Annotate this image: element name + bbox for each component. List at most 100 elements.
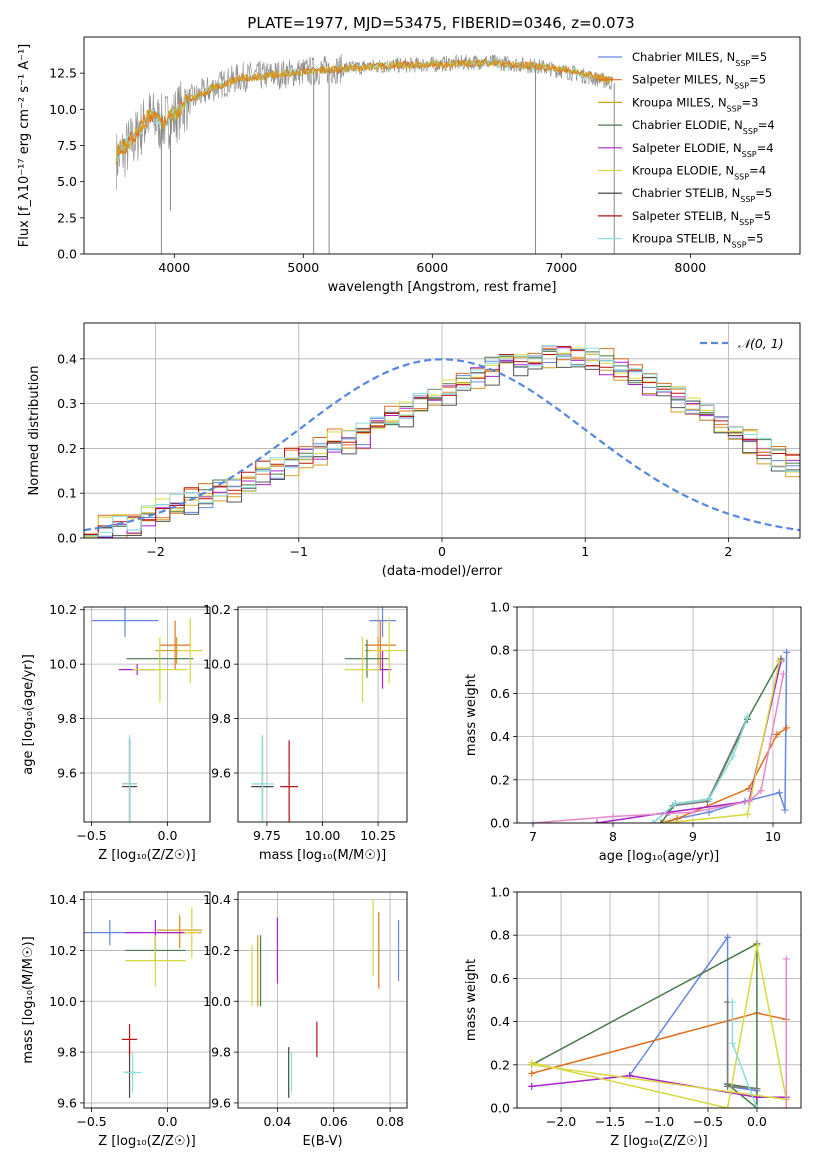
y-axis-label: age [log₁₀(age/yr)]: [21, 654, 36, 775]
y-tick-label: 2.5: [57, 210, 77, 225]
x-tick-label: −1.5: [595, 1114, 625, 1129]
x-tick-label: 0: [438, 544, 446, 559]
mass-vs-Z-frame: [83, 891, 211, 1109]
spectrum-frame: [83, 36, 801, 255]
spectrum-axes: 4000 5000 6000 7000 8000 0.0 2.5 5.0 7.5 10.0 12.5…: [17, 44, 706, 295]
x-tick-label: −2: [146, 544, 164, 559]
spectrum-legend: Chabrier MILES, NSSP=5 Salpeter MILES, NS…: [598, 50, 775, 249]
age-vs-mass-points: [251, 607, 407, 822]
y-tick-label: 9.6: [57, 766, 77, 781]
x-tick-label: 8: [609, 829, 617, 844]
mass-weight-marker: [775, 789, 783, 797]
y-tick-label: 0.4: [490, 729, 510, 744]
x-axis-label: wavelength [Angstrom, rest frame]: [328, 280, 557, 295]
x-tick-label: 0.04: [264, 1114, 292, 1129]
mass-weight-marker: [743, 810, 751, 818]
x-tick-label: 0.0: [158, 828, 178, 843]
y-tick-label: 9.6: [211, 1095, 231, 1110]
age-vs-mass-axes: 9.75 10.00 10.25 9.6 9.8 10.0 10.2 mass [log₁₀(…: [203, 602, 407, 863]
mass-weight-marker: [729, 752, 737, 760]
x-tick-label: 6000: [416, 260, 448, 275]
y-tick-label: 10.0: [49, 657, 77, 672]
x-tick-label: 5000: [287, 260, 319, 275]
mass-weight-marker: [775, 657, 783, 665]
histogram-series: [84, 345, 800, 537]
age-vs-Z-frame: [83, 606, 211, 823]
x-tick-label: 10.00: [305, 828, 341, 843]
y-tick-label: 10.0: [203, 994, 231, 1009]
legend-subscript: SSP: [735, 59, 750, 68]
y-tick-label: 10.2: [49, 602, 77, 617]
mass-vs-Z-axes: −0.5 0.0 9.6 9.8 10.0 10.2 10.4 Z [log₁₀(Z/Z☉)]…: [21, 892, 210, 1149]
mass-weight-marker: [745, 797, 753, 805]
legend-subscript: SSP: [727, 104, 742, 113]
legend-value: =4: [749, 164, 766, 178]
normal-curve: [84, 358, 800, 532]
mass-weight-marker: [753, 1085, 761, 1093]
mass-weight-marker: [529, 819, 537, 823]
legend-subscript: SSP: [740, 195, 755, 204]
mass-weight-marker: [783, 648, 791, 656]
y-tick-label: 9.8: [57, 711, 77, 726]
y-axis-label: mass [log₁₀(M/M☉)]: [21, 936, 36, 1063]
legend-value: =5: [749, 73, 766, 87]
y-tick-label: 0.0: [57, 247, 77, 262]
x-tick-label: 9: [689, 829, 697, 844]
x-axis-label: Z [log₁₀(Z/Z☉)]: [98, 848, 195, 863]
mass-weight-marker: [779, 670, 787, 678]
y-axis-label: Normed distribution: [27, 366, 42, 496]
legend-label: Salpeter ELODIE, NSSP=4: [632, 141, 774, 159]
x-tick-label: 10: [765, 829, 781, 844]
x-tick-label: −1: [290, 544, 308, 559]
x-tick-label: 7000: [545, 260, 577, 275]
mass-weight-marker: [724, 933, 732, 941]
legend-value: =4: [757, 141, 774, 155]
x-axis-label: E(B-V): [302, 1134, 342, 1149]
mass-weight-marker: [773, 730, 781, 738]
mass-weight-marker: [724, 1104, 732, 1108]
y-tick-label: 10.0: [203, 657, 231, 672]
mass-weight-marker: [781, 806, 789, 814]
legend-subscript: SSP: [732, 240, 747, 249]
mass-weight-marker: [782, 955, 790, 963]
y-tick-label: 9.6: [211, 766, 231, 781]
x-axis-label: Z [log₁₀(Z/Z☉)]: [98, 1134, 195, 1149]
legend-subscript: SSP: [734, 81, 749, 90]
legend-value: =5: [747, 232, 764, 246]
y-tick-label: 0.2: [57, 441, 77, 456]
y-tick-label: 7.5: [57, 138, 77, 153]
mass-weight-marker: [593, 819, 601, 823]
mass-weight-marker: [782, 1104, 790, 1108]
legend-subscript: SSP: [734, 172, 749, 181]
x-tick-label: −1.0: [644, 1114, 674, 1129]
x-axis-label: age [log₁₀(age/yr)]: [599, 849, 720, 864]
age-vs-mass-frame: [237, 606, 408, 823]
x-tick-label: 9.75: [253, 828, 281, 843]
y-tick-label: 0.8: [490, 643, 510, 658]
y-tick-label: 0.4: [490, 1014, 510, 1029]
y-tick-label: 1.0: [490, 600, 510, 615]
x-tick-label: −0.5: [693, 1114, 723, 1129]
y-tick-label: 0.2: [490, 772, 510, 787]
mass-weight-marker: [528, 1061, 536, 1069]
y-tick-label: 0.8: [490, 928, 510, 943]
legend-label: Kroupa STELIB, NSSP=5: [632, 232, 763, 250]
mass-weight-vs-Z-lines: [528, 933, 790, 1108]
y-tick-label: 9.8: [211, 1045, 231, 1060]
mass-weight-marker: [753, 942, 761, 950]
legend-value: =5: [750, 50, 767, 64]
x-tick-label: 0.0: [158, 1114, 178, 1129]
mass-weight-marker: [757, 787, 765, 795]
figure-title: PLATE=1977, MJD=53475, FIBERID=0346, z=0…: [247, 14, 634, 32]
y-tick-label: 10.4: [203, 892, 231, 907]
histogram-bars: [84, 345, 800, 538]
mass-weight-marker: [657, 819, 665, 823]
legend-label: Salpeter MILES, NSSP=5: [632, 73, 766, 91]
legend-subscript: SSP: [739, 217, 754, 226]
x-axis-label: (data-model)/error: [382, 564, 503, 579]
y-tick-label: 9.8: [57, 1045, 77, 1060]
legend-label: Kroupa ELODIE, NSSP=4: [632, 164, 766, 182]
y-tick-label: 0.6: [490, 686, 510, 701]
mass-weight-line: [532, 673, 785, 823]
